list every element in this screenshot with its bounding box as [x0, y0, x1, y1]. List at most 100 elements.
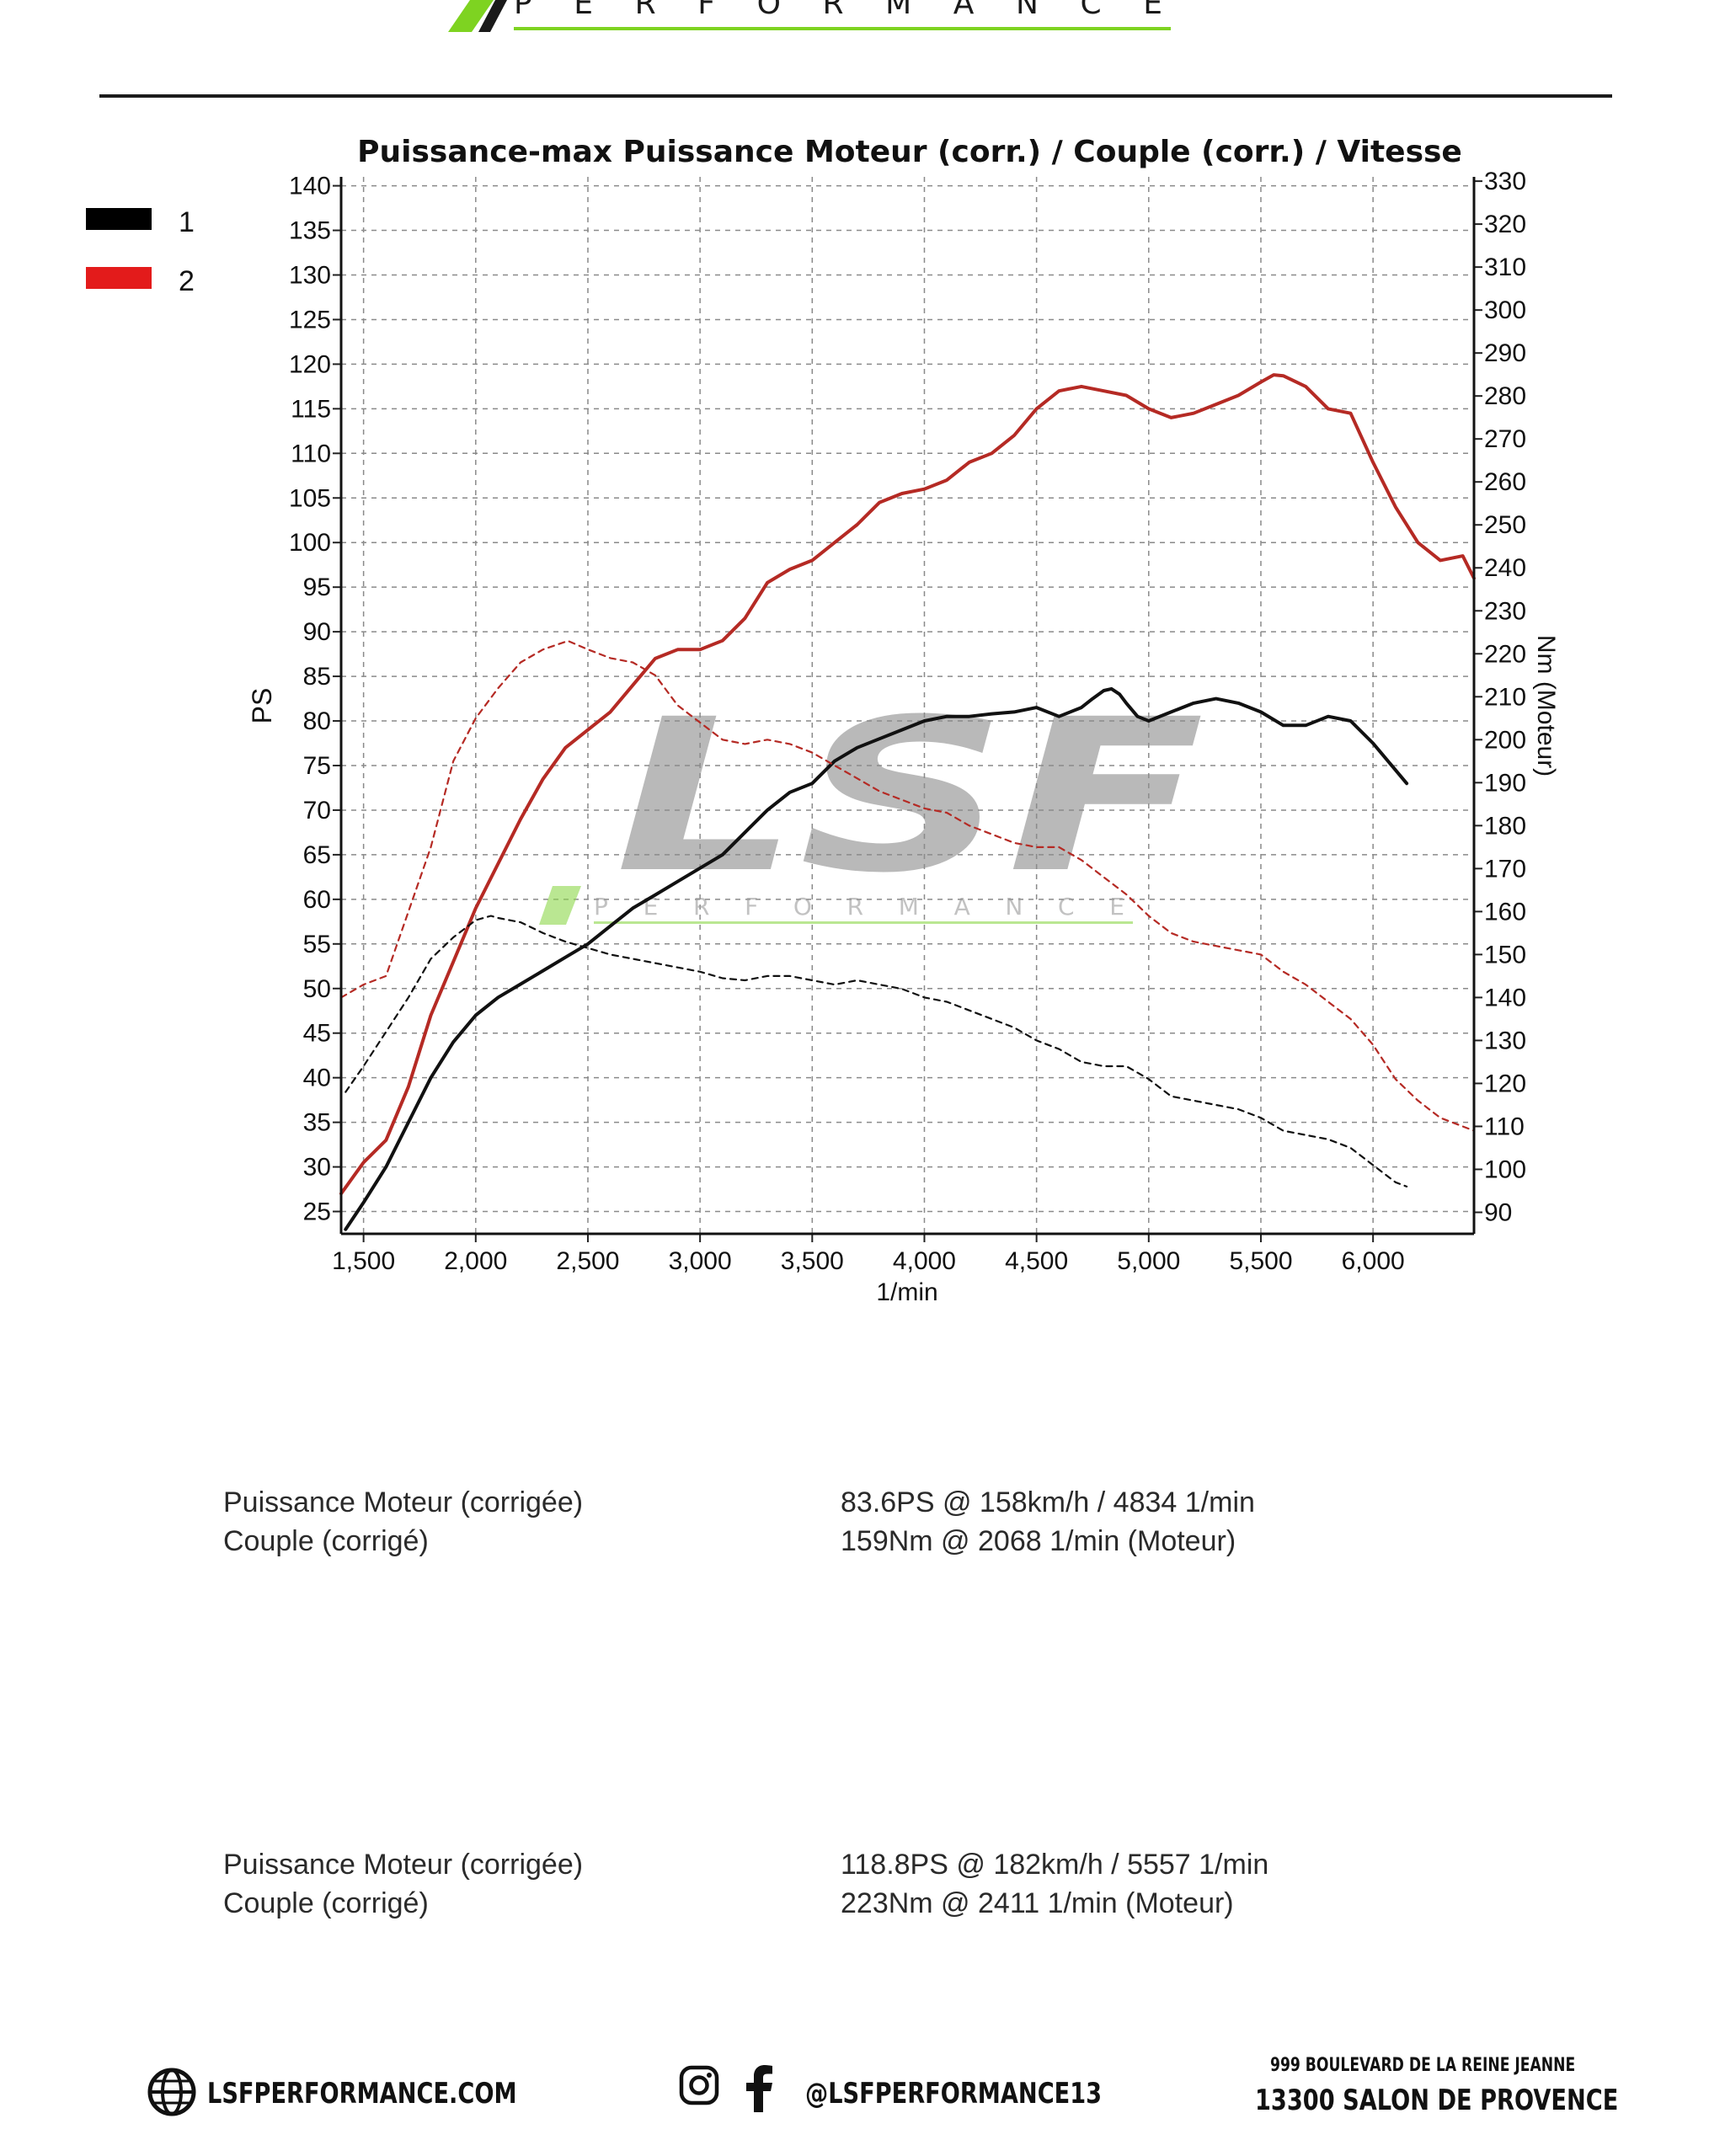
chart-axes: 1,500 2,000 2,500 3,000 3,500 4,000 4,500 5,000… [289, 168, 1526, 1275]
power-value-1: 83.6PS @ 158km/h / 4834 1/min [841, 1486, 1255, 1518]
header-divider [99, 94, 1612, 98]
y-left-tick-label: 40 [303, 1065, 331, 1092]
y-right-tick-label: 320 [1484, 211, 1526, 238]
legend: 1 2 [86, 206, 195, 297]
torque-label-2: Couple (corrigé) [223, 1887, 429, 1919]
y-right-tick-label: 210 [1484, 683, 1526, 711]
x-axis-label: 1/min [876, 1278, 937, 1306]
y-left-tick-label: 50 [303, 975, 331, 1003]
y-right-tick-label: 260 [1484, 468, 1526, 496]
watermark-logo: LSF PERFORMANCE [539, 674, 1204, 925]
y-left-tick-label: 85 [303, 663, 331, 691]
y-left-tick-label: 60 [303, 886, 331, 914]
y-right-tick-label: 270 [1484, 425, 1526, 453]
footer: LSFPERFORMANCE.COM @LSFPERFORMANCE13 999… [0, 2038, 1725, 2156]
x-tick-label: 4,500 [1005, 1247, 1068, 1275]
chart-title: Puissance-max Puissance Moteur (corr.) /… [357, 135, 1462, 169]
x-tick-label: 2,000 [444, 1247, 507, 1275]
y-right-tick-label: 100 [1484, 1155, 1526, 1183]
watermark-slash-mark [539, 886, 581, 925]
y-left-tick-label: 65 [303, 841, 331, 869]
y-right-tick-label: 330 [1484, 168, 1526, 195]
y-right-tick-label: 220 [1484, 640, 1526, 668]
y-right-tick-label: 250 [1484, 511, 1526, 539]
x-tick-label: 5,500 [1229, 1247, 1292, 1275]
x-tick-label: 6,000 [1342, 1247, 1405, 1275]
logo-underline [514, 27, 1171, 30]
y-left-tick-label: 25 [303, 1198, 331, 1226]
y-left-tick-label: 120 [289, 350, 331, 378]
footer-address-line1: 999 BOULEVARD DE LA REINE JEANNE [1270, 2055, 1576, 2076]
y-left-tick-label: 90 [303, 618, 331, 646]
y-left-tick-label: 70 [303, 797, 331, 825]
y-right-tick-label: 300 [1484, 296, 1526, 324]
watermark-underline [594, 921, 1133, 924]
chart-grid [341, 177, 1474, 1234]
y-left-tick-label: 130 [289, 261, 331, 289]
y-left-tick-label: 100 [289, 529, 331, 557]
y-right-tick-label: 90 [1484, 1198, 1512, 1226]
y-right-tick-label: 240 [1484, 554, 1526, 582]
y-left-tick-label: 95 [303, 574, 331, 601]
x-tick-label: 1,500 [332, 1247, 395, 1275]
series-1-torque-line [344, 915, 1408, 1188]
y-left-tick-label: 55 [303, 931, 331, 958]
legend-swatch-1 [86, 208, 152, 230]
y-right-tick-label: 180 [1484, 812, 1526, 840]
x-tick-label: 3,000 [669, 1247, 732, 1275]
y-left-tick-label: 110 [291, 440, 331, 467]
legend-label-1: 1 [179, 206, 195, 238]
torque-value-2: 223Nm @ 2411 1/min (Moteur) [841, 1887, 1234, 1919]
y-right-tick-label: 130 [1484, 1027, 1526, 1054]
torque-label-1: Couple (corrigé) [223, 1525, 429, 1557]
y-right-tick-label: 150 [1484, 941, 1526, 969]
series-2-torque-line [339, 639, 1476, 1132]
footer-website[interactable]: LSFPERFORMANCE.COM [207, 2077, 517, 2111]
x-tick-label: 2,500 [556, 1247, 619, 1275]
logo-slash-mark-dark [478, 0, 507, 32]
y-left-tick-label: 45 [303, 1020, 331, 1048]
y-right-tick-label: 290 [1484, 339, 1526, 367]
x-tick-label: 4,000 [893, 1247, 956, 1275]
power-label-1: Puissance Moteur (corrigée) [223, 1486, 584, 1518]
y-right-tick-label: 110 [1484, 1113, 1525, 1140]
globe-icon [147, 2068, 196, 2116]
y-left-tick-label: 105 [289, 484, 331, 512]
chart-series [339, 373, 1476, 1231]
torque-value-1: 159Nm @ 2068 1/min (Moteur) [841, 1525, 1236, 1557]
instagram-icon[interactable] [679, 2065, 719, 2105]
y-axis-left-label: PS [247, 688, 277, 724]
y-right-tick-label: 170 [1484, 855, 1526, 883]
y-left-tick-label: 135 [289, 217, 331, 245]
x-tick-label: 3,500 [781, 1247, 844, 1275]
y-left-tick-label: 30 [303, 1154, 331, 1182]
y-right-tick-label: 200 [1484, 726, 1526, 754]
watermark-brand: LSF [615, 674, 1204, 919]
y-left-tick-label: 75 [303, 752, 331, 780]
y-right-tick-label: 190 [1484, 769, 1526, 797]
power-value-2: 118.8PS @ 182km/h / 5557 1/min [841, 1849, 1269, 1881]
y-right-tick-label: 160 [1484, 898, 1526, 926]
y-axis-right-label: Nm (Moteur) [1532, 635, 1560, 776]
footer-address-line2: 13300 SALON DE PROVENCE [1255, 2084, 1619, 2117]
series-1-power-line [344, 686, 1409, 1231]
legend-swatch-2 [86, 267, 152, 289]
y-right-tick-label: 140 [1484, 984, 1526, 1011]
power-label-2: Puissance Moteur (corrigée) [223, 1849, 584, 1881]
y-left-tick-label: 140 [289, 173, 331, 200]
y-right-tick-label: 310 [1484, 253, 1526, 281]
y-right-tick-label: 280 [1484, 382, 1526, 410]
logo-slash-mark [448, 0, 494, 32]
header-logo: PERFORMANCE [448, 0, 1171, 32]
facebook-icon[interactable] [745, 2065, 773, 2112]
legend-label-2: 2 [179, 265, 195, 297]
y-left-tick-label: 115 [291, 395, 331, 423]
x-tick-label: 5,000 [1117, 1247, 1180, 1275]
y-left-tick-label: 125 [289, 306, 331, 334]
dyno-chart: Puissance-max Puissance Moteur (corr.) /… [86, 135, 1560, 1306]
y-left-tick-label: 35 [303, 1109, 331, 1137]
footer-social-handle[interactable]: @LSFPERFORMANCE13 [805, 2077, 1103, 2111]
y-right-tick-label: 120 [1484, 1070, 1526, 1097]
y-left-tick-label: 80 [303, 707, 331, 735]
series-2-power-line [339, 373, 1476, 1196]
